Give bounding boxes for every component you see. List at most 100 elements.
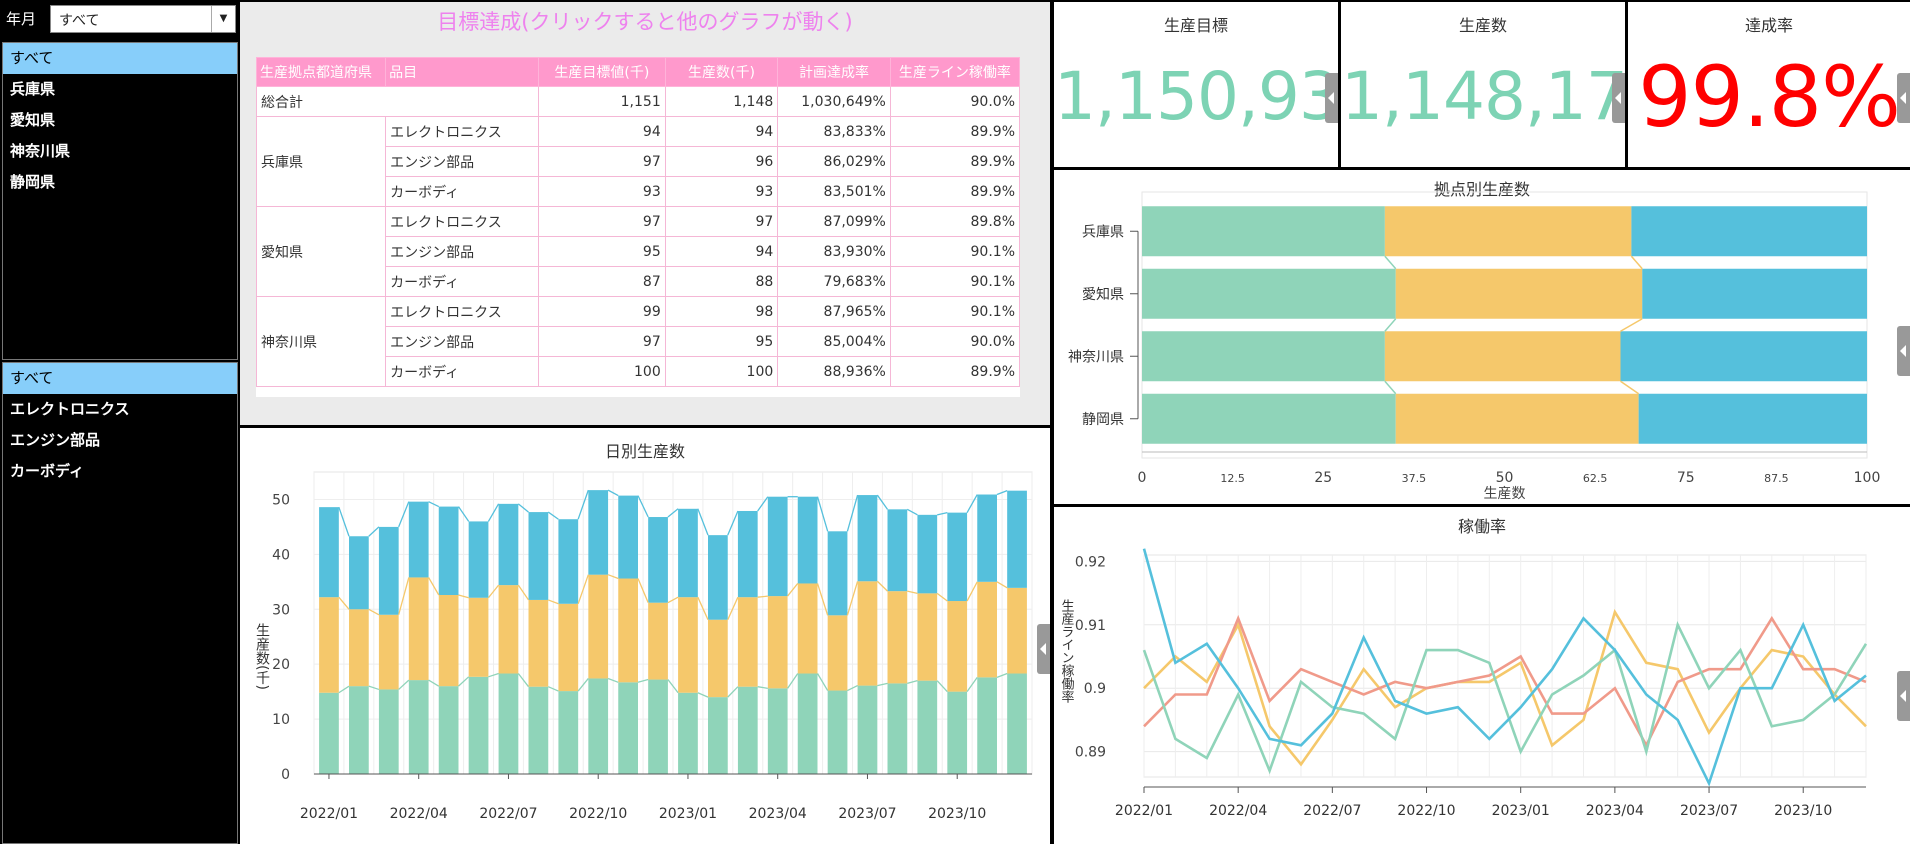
collapse-arrow-icon[interactable] bbox=[1897, 326, 1910, 376]
daily-stack-bar[interactable] bbox=[797, 583, 818, 674]
daily-stack-bar[interactable] bbox=[528, 599, 549, 687]
prefecture-option[interactable]: 兵庫県 bbox=[10, 80, 56, 98]
daily-stack-bar[interactable] bbox=[378, 614, 399, 690]
daily-stack-bar[interactable] bbox=[558, 603, 579, 692]
daily-stack-bar[interactable] bbox=[708, 697, 728, 774]
daily-stack-bar[interactable] bbox=[468, 676, 489, 774]
daily-stack-bar[interactable] bbox=[648, 517, 668, 603]
daily-stack-bar[interactable] bbox=[498, 503, 519, 586]
product-filter-list[interactable]: すべて エレクトロニクス エンジン部品 カーボディ bbox=[2, 362, 238, 844]
daily-stack-bar[interactable] bbox=[648, 602, 668, 680]
prefecture-option[interactable]: 神奈川県 bbox=[10, 142, 71, 160]
prefecture-option[interactable]: 静岡県 bbox=[10, 173, 56, 191]
collapse-arrow-icon[interactable] bbox=[1897, 73, 1910, 123]
daily-chart-svg[interactable]: 0 10 20 30 40 50 2022/01 2022/04 2022/07 2022/10 2… bbox=[240, 428, 1050, 844]
daily-stack-bar[interactable] bbox=[498, 673, 519, 774]
hbar-chart-svg[interactable]: 0 12.5 25 37.5 50 62.5 75 87.5 100 生産数 兵庫県愛知県神奈川県静… bbox=[1054, 170, 1910, 504]
daily-stack-bar[interactable] bbox=[618, 578, 638, 683]
table-row[interactable]: エンジン部品 97 95 85,004% 90.0% bbox=[257, 326, 1020, 357]
product-option[interactable]: エレクトロニクス bbox=[10, 400, 130, 418]
daily-stack-bar[interactable] bbox=[468, 521, 489, 598]
daily-stack-bar[interactable] bbox=[767, 688, 788, 774]
daily-stack-bar[interactable] bbox=[827, 690, 848, 774]
header-prefecture[interactable]: 生産拠点都道府県 bbox=[256, 57, 387, 87]
daily-stack-bar[interactable] bbox=[887, 683, 908, 774]
hbar-segment-bar[interactable] bbox=[1142, 393, 1396, 444]
hbar-segment-bar[interactable] bbox=[1384, 206, 1632, 257]
collapse-arrow-icon[interactable] bbox=[1897, 671, 1910, 721]
daily-stack-bar[interactable] bbox=[588, 678, 609, 774]
collapse-arrow-icon[interactable] bbox=[1037, 624, 1050, 674]
daily-stack-bar[interactable] bbox=[977, 677, 997, 774]
daily-stack-bar[interactable] bbox=[349, 686, 369, 774]
daily-stack-bar[interactable] bbox=[588, 490, 609, 575]
daily-stack-bar[interactable] bbox=[438, 686, 459, 774]
daily-stack-bar[interactable] bbox=[947, 512, 968, 602]
daily-stack-bar[interactable] bbox=[767, 596, 788, 689]
table-row-total[interactable]: 総合計 1,151 1,148 1,030,649% 90.0% bbox=[256, 86, 1020, 117]
hbar-segment-bar[interactable] bbox=[1142, 268, 1396, 319]
daily-stack-bar[interactable] bbox=[1007, 490, 1027, 588]
daily-stack-bar[interactable] bbox=[378, 526, 399, 615]
daily-stack-bar[interactable] bbox=[708, 535, 728, 620]
prefecture-option[interactable]: すべて bbox=[3, 43, 237, 74]
header-produced[interactable]: 生産数(千) bbox=[664, 57, 779, 87]
daily-stack-bar[interactable] bbox=[349, 536, 369, 610]
table-row[interactable]: エンジン部品 97 96 86,029% 89.9% bbox=[257, 146, 1020, 177]
daily-stack-bar[interactable] bbox=[767, 496, 788, 597]
daily-stack-bar[interactable] bbox=[528, 686, 549, 774]
daily-stack-bar[interactable] bbox=[1007, 587, 1027, 674]
hbar-segment-bar[interactable] bbox=[1384, 331, 1621, 382]
daily-stack-bar[interactable] bbox=[917, 514, 938, 594]
table-row[interactable]: エンジン部品 95 94 83,930% 90.1% bbox=[257, 236, 1020, 267]
daily-stack-bar[interactable] bbox=[349, 609, 369, 687]
product-option[interactable]: エンジン部品 bbox=[10, 431, 101, 449]
daily-stack-bar[interactable] bbox=[438, 506, 459, 595]
daily-stack-bar[interactable] bbox=[678, 508, 698, 598]
daily-stack-bar[interactable] bbox=[947, 601, 968, 692]
daily-stack-bar[interactable] bbox=[408, 501, 429, 578]
table-row[interactable]: 神奈川県 エレクトロニクス 99 98 87,965% 90.1% bbox=[256, 296, 1020, 387]
daily-stack-bar[interactable] bbox=[408, 680, 429, 774]
daily-stack-bar[interactable] bbox=[737, 597, 758, 687]
daily-stack-bar[interactable] bbox=[319, 507, 339, 598]
daily-stack-bar[interactable] bbox=[438, 594, 459, 687]
daily-stack-bar[interactable] bbox=[648, 679, 668, 774]
daily-stack-bar[interactable] bbox=[977, 581, 997, 678]
daily-stack-bar[interactable] bbox=[468, 597, 489, 677]
daily-stack-bar[interactable] bbox=[708, 619, 728, 698]
daily-stack-bar[interactable] bbox=[558, 691, 579, 774]
daily-stack-bar[interactable] bbox=[678, 597, 698, 693]
daily-stack-bar[interactable] bbox=[857, 495, 878, 582]
header-item[interactable]: 品目 bbox=[385, 57, 539, 87]
hbar-segment-bar[interactable] bbox=[1642, 268, 1867, 319]
hbar-segment-bar[interactable] bbox=[1395, 268, 1643, 319]
achievement-table-container[interactable]: 生産拠点都道府県 品目 生産目標値(千) 生産数(千) 計画達成率 生産ライン稼… bbox=[256, 57, 1020, 397]
table-row[interactable]: カーボディ 87 88 79,683% 90.1% bbox=[257, 266, 1020, 297]
table-row[interactable]: カーボディ 100 100 88,936% 89.9% bbox=[257, 356, 1020, 387]
daily-stack-bar[interactable] bbox=[378, 689, 399, 774]
daily-stack-bar[interactable] bbox=[618, 495, 638, 579]
table-row[interactable]: 兵庫県 エレクトロニクス 94 94 83,833% 89.9% bbox=[256, 116, 1020, 207]
daily-stack-bar[interactable] bbox=[678, 692, 698, 774]
daily-stack-bar[interactable] bbox=[1007, 673, 1027, 774]
hbar-segment-bar[interactable] bbox=[1631, 206, 1867, 257]
daily-stack-bar[interactable] bbox=[827, 615, 848, 691]
daily-stack-bar[interactable] bbox=[887, 509, 908, 592]
dropdown-arrow-icon[interactable]: ▼ bbox=[211, 6, 235, 32]
line-chart-svg[interactable]: 0.89 0.9 0.91 0.92 2022/01 2022/04 2022/07 2022… bbox=[1054, 507, 1910, 844]
daily-stack-bar[interactable] bbox=[408, 577, 429, 681]
daily-stack-bar[interactable] bbox=[797, 496, 818, 584]
hbar-segment-bar[interactable] bbox=[1638, 393, 1867, 444]
daily-stack-bar[interactable] bbox=[498, 585, 519, 674]
table-row[interactable]: カーボディ 93 93 83,501% 89.9% bbox=[257, 176, 1020, 207]
hbar-segment-bar[interactable] bbox=[1395, 393, 1639, 444]
daily-stack-bar[interactable] bbox=[797, 673, 818, 774]
daily-stack-bar[interactable] bbox=[977, 494, 997, 582]
daily-stack-bar[interactable] bbox=[827, 531, 848, 616]
daily-stack-bar[interactable] bbox=[528, 512, 549, 600]
header-rate[interactable]: 計画達成率 bbox=[777, 57, 891, 87]
header-target[interactable]: 生産目標値(千) bbox=[537, 57, 666, 87]
daily-stack-bar[interactable] bbox=[917, 680, 938, 774]
daily-stack-bar[interactable] bbox=[737, 510, 758, 598]
